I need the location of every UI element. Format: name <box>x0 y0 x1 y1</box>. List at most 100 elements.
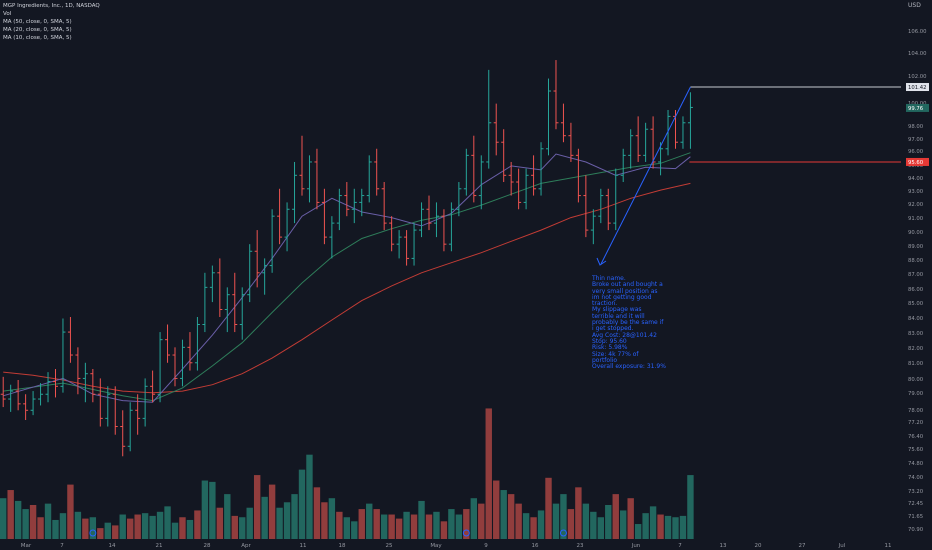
price-bar <box>493 103 499 156</box>
price-tick-label: 71.65 <box>908 514 923 520</box>
volume-bar <box>627 498 634 539</box>
volume-bar <box>537 510 545 539</box>
moving-average-line <box>3 182 691 394</box>
time-tick-label: 23 <box>577 543 584 549</box>
price-tick-label: 72.45 <box>908 501 923 507</box>
price-tick-label: 76.40 <box>908 434 924 440</box>
price-bar <box>426 195 432 231</box>
annotation-arrow-line <box>600 86 691 265</box>
price-bar <box>30 391 36 416</box>
price-bar <box>680 116 686 149</box>
price-bar <box>67 316 73 363</box>
volume-bar <box>351 521 358 539</box>
price-bar <box>419 202 425 238</box>
price-tick-label: 86.00 <box>908 287 924 293</box>
trade-note-line: Stop: 95.60 <box>592 337 627 345</box>
trade-note-line: Thin name. <box>592 275 626 282</box>
volume-layer <box>0 408 694 539</box>
price-bar <box>665 109 671 156</box>
legend-ma10[interactable]: MA (10, close, 0, SMA, 5) <box>3 35 72 41</box>
time-tick-label: 27 <box>799 543 806 549</box>
price-bar <box>448 202 454 252</box>
volume-bar <box>440 521 448 539</box>
volume-bar <box>104 522 111 539</box>
last-price-label: 99.76 <box>908 106 924 112</box>
price-bar <box>209 265 215 303</box>
price-bar <box>262 258 268 295</box>
time-tick-label: 18 <box>339 543 346 549</box>
price-bar <box>329 216 335 259</box>
price-bar <box>560 103 566 143</box>
volume-bar <box>29 505 37 539</box>
time-axis[interactable]: Mar 7 14 21 28 Apr 11 18 25 May 9 16 23 Jun 7 13 20 27 Jul… <box>21 543 892 549</box>
volume-bar <box>179 517 186 539</box>
volume-bar <box>485 408 492 539</box>
price-bar <box>112 386 118 435</box>
price-bar <box>538 142 544 196</box>
volume-bar <box>425 514 433 539</box>
entry-price-tag <box>906 83 929 92</box>
price-tick-label: 75.60 <box>908 447 924 453</box>
price-bar <box>8 384 14 412</box>
volume-bar <box>366 503 373 539</box>
legend-title[interactable]: MGP Ingredients, Inc., 1D, NASDAQ <box>3 3 100 9</box>
volume-bar <box>328 498 336 539</box>
price-bar <box>463 148 469 196</box>
chart-legend: MGP Ingredients, Inc., 1D, NASDAQ Vol MA… <box>3 2 100 42</box>
volume-bar <box>67 484 74 539</box>
trade-note-line: probably be the same if <box>592 319 664 327</box>
volume-bar <box>433 511 440 539</box>
price-bar <box>590 209 596 245</box>
price-bar <box>546 78 552 156</box>
price-bar <box>82 362 88 403</box>
price-bar <box>172 347 178 387</box>
price-tick-label: 80.00 <box>908 377 924 383</box>
time-tick-label: 11 <box>300 543 307 549</box>
trade-note-line: traction. <box>592 300 618 308</box>
price-bar <box>150 370 156 403</box>
volume-bar <box>500 490 507 539</box>
price-tick-label: 74.00 <box>908 475 924 481</box>
price-bar <box>478 155 484 210</box>
price-tick-label: 90.00 <box>908 230 924 236</box>
volume-bar <box>126 518 134 539</box>
legend-ma20[interactable]: MA (20, close, 0, SMA, 5) <box>3 27 72 33</box>
volume-bar <box>0 498 7 539</box>
price-bar <box>598 188 604 224</box>
trade-note-line: i get stopped. <box>592 325 634 333</box>
volume-bar <box>560 494 567 539</box>
price-bar <box>575 148 581 203</box>
price-bar <box>605 188 611 231</box>
price-tick-label: 91.00 <box>908 216 924 222</box>
price-bar <box>501 129 507 183</box>
time-tick-label: Mar <box>21 543 32 549</box>
time-tick-label: 21 <box>156 543 163 549</box>
price-tick-label: 87.00 <box>908 272 924 278</box>
volume-bar <box>171 522 179 539</box>
volume-bar <box>231 515 238 539</box>
volume-bar <box>112 525 119 539</box>
legend-vol[interactable]: Vol <box>3 11 12 17</box>
volume-bar <box>418 500 425 539</box>
trade-note[interactable]: Thin name. Broke out and bought a very sma… <box>592 275 666 370</box>
volume-bar <box>336 511 343 539</box>
price-bar <box>306 155 312 203</box>
price-axis[interactable]: 70.90 71.65 72.45 73.20 74.00 74.80 75.60 76.40… <box>906 29 929 533</box>
price-bar <box>142 378 148 427</box>
time-tick-label: 11 <box>885 543 892 549</box>
volume-bar <box>649 506 657 539</box>
price-bar <box>120 410 126 457</box>
volume-bar <box>530 517 537 539</box>
legend-ma50[interactable]: MA (50, close, 0, SMA, 5) <box>3 19 72 25</box>
volume-bar <box>403 511 410 539</box>
price-bar <box>411 223 417 266</box>
price-tick-label: 98.00 <box>908 124 924 130</box>
price-tick-label: 74.80 <box>908 461 924 467</box>
volume-bar <box>283 502 291 539</box>
volume-bar <box>209 481 216 539</box>
volume-bar <box>410 514 418 539</box>
volume-bar <box>253 475 261 539</box>
price-tick-label: 96.00 <box>908 149 924 155</box>
time-tick-label: 13 <box>720 543 727 549</box>
